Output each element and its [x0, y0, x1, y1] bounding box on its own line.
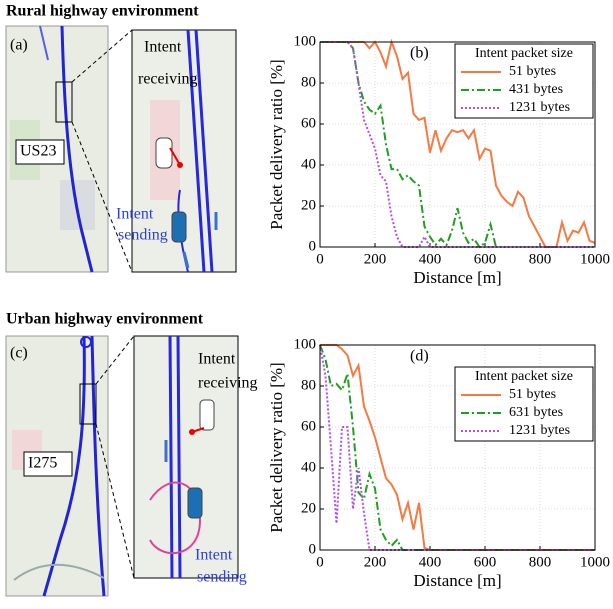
legend-label: 431 bytes [509, 82, 563, 97]
legend-box [454, 43, 594, 119]
x-tick-label: 400 [419, 251, 442, 267]
x-tick-label: 600 [474, 554, 497, 570]
y-tick-label: 60 [301, 115, 316, 131]
road-label-box [23, 451, 73, 477]
inset-c [133, 335, 239, 579]
y-tick-label: 20 [301, 500, 316, 516]
x-tick-label: 200 [364, 554, 387, 570]
x-axis-label: Distance [m] [413, 268, 501, 287]
x-tick-label: 800 [529, 251, 552, 267]
y-tick-label: 100 [294, 33, 317, 49]
y-tick-label: 0 [309, 238, 317, 254]
legend-title: Intent packet size [475, 369, 573, 384]
panel-label: (b) [410, 45, 429, 62]
legend-label: 51 bytes [509, 64, 556, 79]
x-tick-label: 0 [316, 554, 324, 570]
axes-frame [319, 41, 596, 248]
receiver-label: receiving [138, 71, 198, 88]
panel-label: (c) [10, 345, 28, 362]
legend-label: 51 bytes [509, 387, 556, 402]
receiver-label: receiving [198, 375, 258, 392]
sender-label: Intent [195, 547, 233, 564]
x-axis-label: Distance [m] [413, 571, 501, 590]
series-line [320, 41, 595, 248]
legend-title: Intent packet size [475, 46, 573, 61]
x-tick-label: 1000 [580, 251, 610, 267]
road-label: I275 [28, 455, 57, 472]
sender-label: Intent [116, 206, 154, 223]
x-tick-label: 200 [364, 251, 387, 267]
series-line [319, 344, 595, 551]
y-tick-label: 60 [301, 418, 316, 434]
panel-label: (a) [10, 37, 28, 54]
x-tick-label: 1000 [580, 554, 610, 570]
inset-a [131, 29, 237, 273]
series-line [320, 41, 497, 249]
panel-label: (d) [410, 348, 429, 365]
legend-box [454, 366, 594, 442]
road-label: US23 [20, 143, 56, 160]
legend-label: 1231 bytes [509, 423, 570, 438]
sender-label: sending [118, 227, 168, 244]
x-tick-label: 400 [419, 554, 442, 570]
y-axis-label: Packet delivery ratio [%] [267, 59, 286, 229]
x-tick-label: 800 [529, 554, 552, 570]
section-title: Urban highway environment [6, 311, 204, 328]
y-tick-label: 40 [301, 459, 316, 475]
axes-frame [319, 344, 596, 551]
y-axis-label: Packet delivery ratio [%] [267, 362, 286, 532]
receiver-label: Intent [198, 351, 236, 368]
y-tick-label: 0 [309, 541, 317, 557]
x-tick-label: 0 [316, 251, 324, 267]
legend-label: 631 bytes [509, 405, 563, 420]
series-line [319, 344, 595, 551]
y-tick-label: 40 [301, 156, 316, 172]
receiver-label: Intent [144, 39, 182, 56]
series-line [320, 344, 595, 551]
legend-label: 1231 bytes [509, 100, 570, 115]
road-label-box [15, 139, 65, 165]
y-tick-label: 80 [301, 377, 316, 393]
x-tick-label: 600 [474, 251, 497, 267]
sender-label: sending [197, 569, 247, 586]
y-tick-label: 80 [301, 74, 316, 90]
y-tick-label: 100 [294, 336, 317, 352]
section-title: Rural highway environment [6, 3, 199, 20]
y-tick-label: 20 [301, 197, 316, 213]
